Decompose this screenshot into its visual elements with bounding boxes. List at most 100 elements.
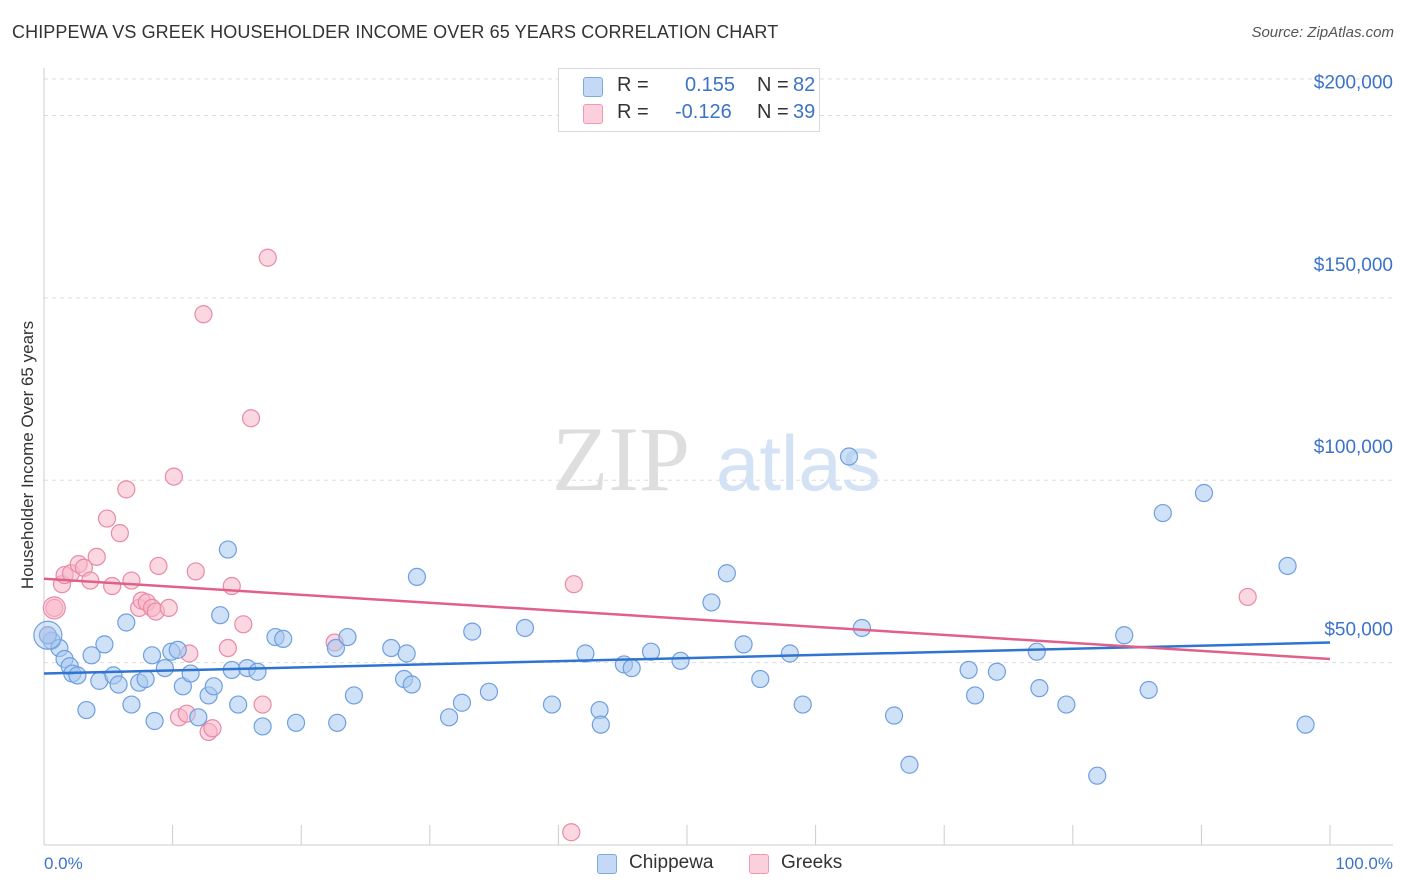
chippewa-point bbox=[717, 564, 736, 583]
chippewa-point bbox=[852, 618, 871, 638]
legend-r-label: R = bbox=[617, 74, 649, 96]
bottom-legend-swatch-chippewa bbox=[597, 854, 617, 874]
chippewa-point bbox=[1057, 695, 1076, 714]
greeks-point bbox=[97, 509, 117, 528]
chippewa-point bbox=[780, 644, 799, 663]
legend-swatch-greeks bbox=[583, 104, 603, 124]
greeks-point bbox=[253, 695, 272, 714]
chippewa-point bbox=[959, 660, 978, 680]
x-tick-label-max: 100.0% bbox=[1335, 854, 1393, 873]
chippewa-point bbox=[884, 706, 904, 725]
chippewa-point bbox=[751, 669, 770, 689]
legend-r-label: R = bbox=[617, 101, 649, 123]
chippewa-trend-line bbox=[43, 641, 1331, 675]
chippewa-point bbox=[622, 658, 641, 678]
greeks-point bbox=[1238, 587, 1257, 607]
greeks-point bbox=[203, 719, 222, 738]
chippewa-point bbox=[900, 755, 919, 774]
chippewa-point bbox=[68, 666, 87, 685]
chippewa-point bbox=[109, 675, 128, 694]
legend-r-value-chippewa: 0.155 bbox=[685, 74, 736, 96]
chippewa-point bbox=[382, 638, 401, 658]
chippewa-point-large bbox=[33, 620, 63, 650]
bottom-legend-label-greeks: Greeks bbox=[781, 852, 843, 873]
chippewa-point bbox=[439, 708, 459, 727]
chippewa-point bbox=[136, 669, 155, 689]
chippewa-point bbox=[402, 675, 421, 694]
chippewa-point bbox=[987, 662, 1007, 681]
greeks-point bbox=[87, 547, 106, 566]
watermark-atlas: atlas bbox=[716, 419, 881, 507]
chippewa-point bbox=[142, 646, 162, 665]
greeks-point bbox=[258, 248, 277, 267]
chippewa-point bbox=[328, 713, 347, 732]
y-tick-labels: $50,000 $100,000 $150,000 $200,000 bbox=[1314, 72, 1393, 640]
chippewa-point bbox=[95, 635, 114, 654]
greeks-point bbox=[149, 556, 168, 576]
chippewa-point bbox=[253, 717, 272, 736]
chippewa-point bbox=[965, 686, 985, 705]
y-tick-label: $100,000 bbox=[1314, 437, 1393, 458]
greeks-point bbox=[122, 571, 141, 590]
bottom-legend-swatch-greeks bbox=[749, 854, 769, 874]
chippewa-point bbox=[1194, 483, 1214, 503]
greeks-point bbox=[241, 409, 261, 428]
chippewa-point bbox=[397, 644, 416, 663]
chippewa-point bbox=[1027, 642, 1046, 661]
greeks-point bbox=[117, 480, 136, 499]
chippewa-point bbox=[591, 715, 610, 734]
chippewa-point bbox=[211, 606, 230, 625]
x-ticks bbox=[43, 825, 1331, 845]
legend-n-label: N = bbox=[757, 74, 789, 96]
chippewa-point bbox=[117, 613, 136, 632]
chippewa-point bbox=[734, 635, 753, 654]
chippewa-point bbox=[338, 627, 357, 647]
bottom-legend-label-chippewa: Chippewa bbox=[629, 852, 714, 873]
y-tick-label: $150,000 bbox=[1314, 255, 1393, 276]
greeks-point bbox=[194, 305, 213, 324]
chippewa-point bbox=[479, 682, 499, 701]
chippewa-point bbox=[1278, 556, 1297, 576]
chippewa-point bbox=[1030, 679, 1049, 698]
chippewa-point bbox=[407, 567, 427, 587]
chippewa-point bbox=[839, 447, 859, 466]
chippewa-point bbox=[793, 695, 812, 714]
chippewa-point bbox=[1115, 626, 1134, 645]
chippewa-point bbox=[671, 651, 690, 670]
chippewa-point bbox=[189, 708, 208, 727]
chippewa-point bbox=[515, 618, 535, 638]
legend-swatch-chippewa bbox=[583, 77, 603, 97]
source-label: Source: ZipAtlas.com bbox=[1251, 24, 1394, 41]
chippewa-point bbox=[274, 629, 293, 649]
chippewa-point bbox=[1088, 766, 1107, 785]
greeks-point bbox=[164, 467, 183, 486]
y-axis-label: Householder Income Over 65 years bbox=[18, 321, 37, 589]
legend-n-value-chippewa: 82 bbox=[793, 74, 816, 96]
greeks-point bbox=[103, 576, 122, 596]
greeks-point bbox=[110, 524, 129, 543]
chippewa-point bbox=[38, 626, 57, 645]
chippewa-point bbox=[204, 677, 223, 696]
chippewa-point bbox=[82, 646, 101, 665]
greeks-point bbox=[234, 615, 253, 634]
chippewa-point bbox=[576, 644, 595, 663]
y-tick-label: $200,000 bbox=[1314, 72, 1393, 93]
chippewa-point bbox=[229, 695, 248, 714]
trend-lines bbox=[43, 577, 1331, 675]
chippewa-point bbox=[155, 658, 174, 678]
y-tick-label: $50,000 bbox=[1324, 620, 1393, 641]
chippewa-point bbox=[542, 695, 562, 714]
chippewa-point bbox=[122, 695, 141, 714]
chippewa-point bbox=[286, 713, 306, 732]
chippewa-point bbox=[145, 711, 164, 731]
chippewa-point bbox=[77, 700, 96, 720]
chippewa-point bbox=[344, 686, 364, 705]
chippewa-point bbox=[1296, 715, 1315, 734]
chippewa-points bbox=[33, 447, 1315, 785]
chippewa-point bbox=[326, 638, 346, 658]
axes bbox=[43, 68, 1393, 846]
greeks-point bbox=[562, 823, 581, 842]
chippewa-point bbox=[168, 640, 187, 659]
legend-n-label: N = bbox=[757, 101, 789, 123]
